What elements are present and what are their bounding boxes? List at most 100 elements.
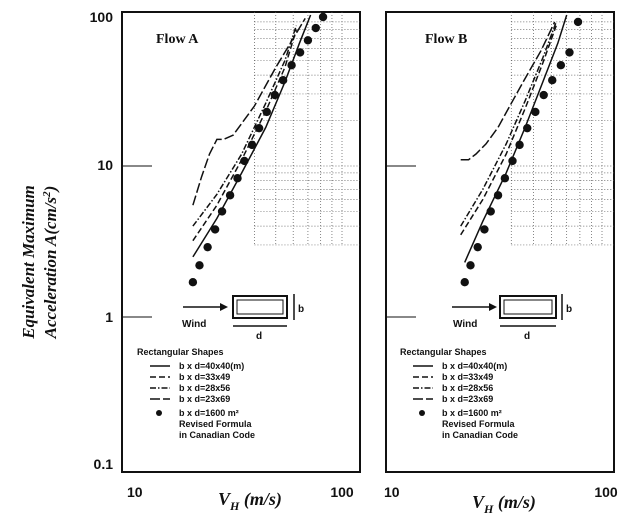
data-point bbox=[573, 17, 583, 27]
x-axis-label-a: VH (m/s) bbox=[218, 489, 282, 513]
panel-flow-a: Flow A Wind b d Rectangular Shapes b x d… bbox=[121, 11, 361, 473]
panel-a-wind-label: Wind bbox=[182, 319, 206, 330]
series-line-dashed bbox=[192, 29, 298, 242]
legend-dot-line-1: Revised Formula bbox=[179, 419, 253, 429]
panel-a-legend: Rectangular Shapes b x d=40x40(m) b x d=… bbox=[137, 347, 255, 440]
data-point bbox=[225, 191, 235, 200]
data-point bbox=[493, 191, 503, 200]
x-axis-label-unit: (m/s) bbox=[493, 492, 536, 513]
data-point bbox=[515, 140, 524, 150]
legend-dot-line-0: b x d=1600 m² bbox=[179, 408, 239, 418]
x-tick-100-b: 100 bbox=[594, 484, 618, 500]
data-point bbox=[523, 123, 532, 133]
y-axis-label-line1: Equivalent Maximum bbox=[19, 185, 38, 340]
rectangular-section bbox=[232, 295, 288, 319]
panel-flow-b: Flow B Wind b d Rectangular Shapes b x d… bbox=[385, 11, 615, 473]
wind-arrow-head bbox=[489, 303, 497, 311]
panel-b-title: Flow B bbox=[425, 32, 467, 47]
panel-a-title: Flow A bbox=[156, 32, 199, 47]
data-point bbox=[203, 242, 212, 252]
panel-b-wind-label: Wind bbox=[453, 319, 477, 330]
x-axis-label-v: V bbox=[218, 489, 232, 509]
series-line-dashed bbox=[460, 25, 557, 236]
rectangular-section bbox=[499, 295, 557, 319]
data-point bbox=[311, 23, 320, 33]
legend-item-3: b x d=23x69 bbox=[442, 394, 493, 404]
y-axis-label-text: Acceleration A(cm/s bbox=[41, 196, 60, 339]
x-axis-label-sub: H bbox=[483, 502, 494, 516]
rectangular-section-inner bbox=[236, 299, 284, 315]
legend-item-0: b x d=40x40(m) bbox=[179, 361, 244, 371]
data-point bbox=[466, 261, 475, 270]
series-line-long-dash bbox=[192, 18, 306, 206]
panel-b-frame bbox=[385, 11, 615, 473]
y-tick-0.1: 0.1 bbox=[94, 456, 114, 472]
wind-arrow-head bbox=[220, 303, 228, 311]
legend-dot-line-2: in Canadian Code bbox=[179, 430, 255, 440]
legend-item-0: b x d=40x40(m) bbox=[442, 361, 507, 371]
series-line-long-dash bbox=[460, 21, 556, 161]
legend-heading: Rectangular Shapes bbox=[137, 347, 224, 357]
data-point bbox=[539, 90, 548, 100]
data-point bbox=[278, 76, 288, 85]
legend-heading: Rectangular Shapes bbox=[400, 347, 487, 357]
data-point bbox=[270, 90, 280, 100]
x-axis-label-sub: H bbox=[229, 499, 240, 513]
panel-b-wind-diagram: Wind b d bbox=[452, 294, 572, 342]
series-line-dash-dot bbox=[192, 25, 298, 227]
data-point bbox=[233, 174, 242, 183]
data-point bbox=[295, 48, 305, 57]
legend-dot bbox=[156, 410, 162, 416]
panel-a-frame bbox=[121, 11, 361, 473]
data-point bbox=[486, 207, 495, 216]
y-tick-10: 10 bbox=[97, 157, 113, 173]
panel-b-marks bbox=[460, 14, 583, 287]
legend-item-2: b x d=28x56 bbox=[442, 383, 493, 393]
series-line-solid bbox=[192, 14, 312, 258]
legend-dot-line-0: b x d=1600 m² bbox=[442, 408, 502, 418]
data-point bbox=[500, 174, 510, 183]
data-point bbox=[240, 156, 249, 166]
data-point bbox=[473, 242, 482, 252]
y-tick-1: 1 bbox=[105, 309, 113, 325]
data-point bbox=[254, 123, 264, 133]
data-point bbox=[287, 61, 296, 70]
data-point bbox=[188, 278, 198, 287]
y-tick-100: 100 bbox=[90, 9, 114, 25]
legend-item-2: b x d=28x56 bbox=[179, 383, 230, 393]
x-axis-label-unit: (m/s) bbox=[239, 489, 282, 510]
data-point bbox=[531, 107, 540, 117]
data-point bbox=[548, 76, 557, 85]
x-tick-10-a: 10 bbox=[127, 484, 143, 500]
data-point bbox=[247, 140, 257, 150]
y-axis-label-close: ) bbox=[41, 186, 60, 194]
x-axis-label-v: V bbox=[472, 492, 486, 512]
legend-dot-line-2: in Canadian Code bbox=[442, 430, 518, 440]
x-tick-100-a: 100 bbox=[330, 484, 354, 500]
data-point bbox=[217, 207, 227, 216]
data-point bbox=[480, 225, 489, 234]
panel-b-legend: Rectangular Shapes b x d=40x40(m) b x d=… bbox=[400, 347, 518, 440]
data-point bbox=[508, 156, 517, 166]
legend-dot bbox=[419, 410, 425, 416]
legend-dot-line-1: Revised Formula bbox=[442, 419, 516, 429]
data-point bbox=[556, 61, 566, 70]
panel-a-b-label: b bbox=[298, 304, 304, 315]
data-point bbox=[318, 12, 328, 22]
panel-b-b-label: b bbox=[566, 304, 572, 315]
data-point bbox=[303, 36, 313, 45]
x-tick-10-b: 10 bbox=[384, 484, 400, 500]
x-axis-label-b: VH (m/s) bbox=[472, 492, 536, 516]
panel-b-d-label: d bbox=[524, 331, 530, 342]
data-point bbox=[262, 107, 271, 117]
panel-a-marks bbox=[188, 12, 328, 287]
legend-item-3: b x d=23x69 bbox=[179, 394, 230, 404]
legend-item-1: b x d=33x49 bbox=[179, 372, 230, 382]
y-axis-label-sup: 2 bbox=[41, 191, 53, 198]
panel-b-grid bbox=[386, 12, 614, 318]
data-point bbox=[460, 278, 469, 287]
data-point bbox=[565, 48, 574, 57]
rectangular-section-inner bbox=[503, 299, 553, 315]
data-point bbox=[210, 225, 220, 234]
